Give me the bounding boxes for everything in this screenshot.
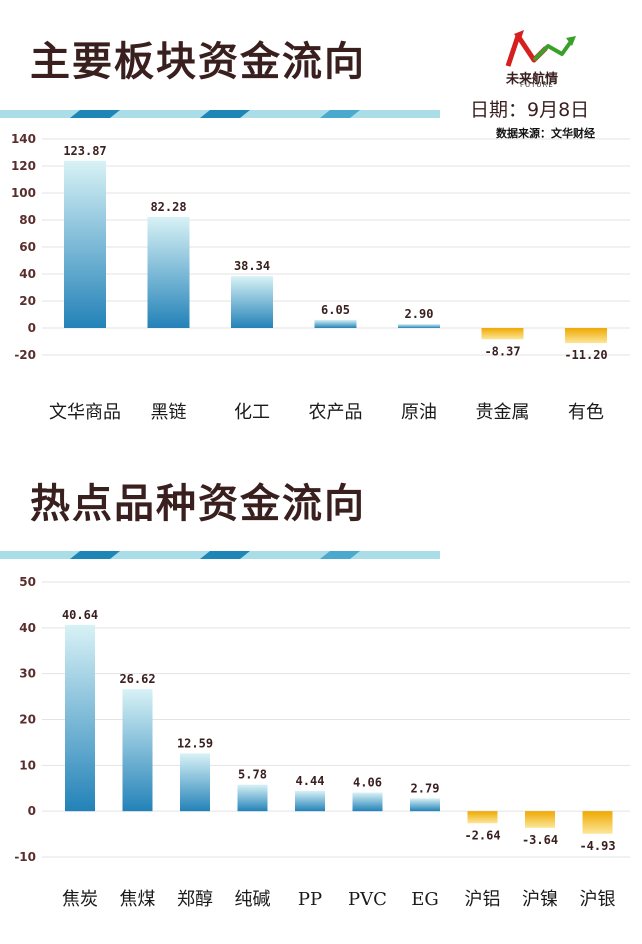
value-label: 4.44 (296, 774, 325, 788)
y-tick-label: 40 (19, 267, 36, 281)
sector-flow-title: 主要板块资金流向 (30, 39, 366, 85)
value-label: 40.64 (62, 608, 98, 622)
bar-3 (314, 319, 357, 328)
bar-6 (410, 798, 440, 812)
sector-flow-chart: 140 120 100 80 60 40 20 0 -20 123.87 文华商品 82.28 黑链 38… (11, 132, 630, 423)
bar-4 (295, 790, 325, 812)
y-tick-label: 80 (19, 213, 36, 227)
hot-flow-title: 热点品种资金流向 (30, 481, 366, 527)
y-tick-label: 120 (11, 159, 36, 173)
title-stripe (0, 110, 440, 118)
date-label: 日期：9月8日 (470, 99, 590, 121)
y-tick-label: 0 (28, 321, 36, 335)
category-label: PP (298, 889, 322, 910)
value-label: 2.90 (405, 307, 434, 321)
bar-5 (481, 328, 524, 340)
y-tick-label: 60 (19, 240, 36, 254)
y-tick-label: 20 (19, 294, 36, 308)
y-tick-label: 30 (19, 667, 36, 681)
value-label: -11.20 (564, 348, 607, 362)
y-tick-label: 20 (19, 713, 36, 727)
category-label: 纯碱 (235, 889, 271, 910)
category-label: PVC (348, 889, 387, 910)
y-tick-label: 10 (19, 758, 36, 772)
logo-subtext: FUTURE (520, 81, 554, 89)
logo-text: 未来航情 (506, 72, 559, 87)
category-label: 文华商品 (49, 402, 121, 423)
y-tick-label: -10 (14, 850, 36, 864)
bar-3 (237, 784, 268, 812)
y-tick-label: -20 (14, 348, 36, 362)
category-label: 化工 (234, 402, 270, 423)
value-label: 123.87 (63, 144, 106, 158)
bar-2 (231, 276, 273, 328)
value-label: -3.64 (522, 833, 558, 847)
bar-1 (147, 216, 190, 328)
value-label: -4.93 (579, 839, 615, 853)
value-label: 4.06 (353, 776, 382, 790)
future-logo-icon (505, 30, 576, 67)
category-label: 沪铝 (465, 889, 501, 910)
category-label: 原油 (401, 402, 437, 423)
category-label: 沪镍 (522, 889, 558, 910)
category-label: 黑链 (151, 402, 187, 423)
value-label: 5.78 (238, 768, 267, 782)
title-stripe (0, 551, 440, 559)
bar-0 (65, 624, 95, 812)
bar-6 (565, 328, 607, 344)
category-label: EG (411, 889, 439, 910)
value-label: 26.62 (119, 672, 155, 686)
bar-0 (64, 160, 106, 328)
y-tick-label: 100 (11, 186, 36, 200)
value-label: 6.05 (321, 303, 350, 317)
y-tick-label: 140 (11, 132, 36, 146)
hot-flow-chart: 50 40 30 20 10 0 -10 40.64 焦炭 26.62 焦煤 12.59 郑醇 5.78 纯… (14, 575, 630, 910)
value-label: 38.34 (234, 259, 270, 273)
y-tick-label: 50 (19, 575, 36, 589)
category-label: 农产品 (309, 402, 363, 423)
bar-2 (180, 753, 210, 812)
value-label: 82.28 (150, 200, 186, 214)
category-label: 沪银 (580, 889, 616, 910)
category-label: 有色 (568, 402, 604, 423)
y-tick-label: 40 (19, 621, 36, 635)
category-label: 郑醇 (177, 889, 213, 910)
category-label: 焦炭 (62, 889, 98, 910)
bar-8 (525, 811, 555, 828)
y-tick-label: 0 (28, 804, 36, 818)
value-label: 12.59 (177, 736, 213, 750)
bar-9 (582, 811, 613, 834)
category-label: 焦煤 (120, 889, 156, 910)
value-label: -2.64 (464, 828, 500, 842)
data-source-label: 数据来源：文华财经 (496, 127, 595, 140)
category-label: 贵金属 (476, 402, 530, 423)
bar-7 (467, 811, 498, 824)
value-label: -8.37 (484, 344, 520, 358)
bar-5 (352, 792, 383, 812)
bar-1 (122, 689, 153, 812)
value-label: 2.79 (411, 781, 440, 795)
bar-4 (398, 324, 440, 328)
